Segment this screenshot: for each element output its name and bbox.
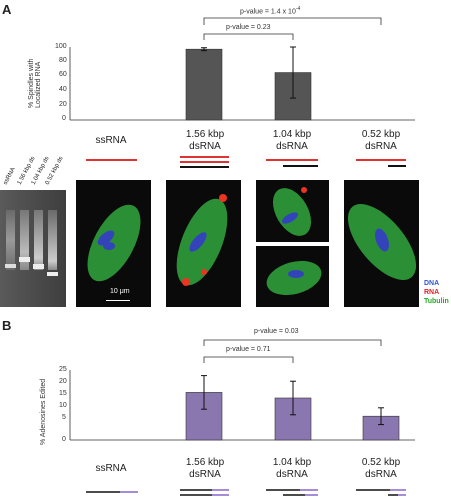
category-line2: dsRNA (365, 141, 397, 152)
panel-b-pvalue-inner: p-value = 0.71 (226, 346, 271, 353)
chromosome-dna (281, 212, 299, 224)
panel-b-ytick: 10 (59, 402, 67, 409)
panel-a-ytick: 100 (55, 43, 67, 50)
gel-band (19, 257, 30, 262)
panel-b-pvalue-outer: p-value = 0.03 (254, 328, 299, 335)
gel-band (5, 264, 16, 268)
panel-b-category-052: 0.52 kbp dsRNA (355, 457, 407, 481)
gel-band (33, 264, 44, 269)
gel-lane (6, 210, 15, 270)
category-line1: 0.52 kbp (361, 129, 401, 140)
spindle-tubulin (266, 260, 322, 296)
category-line1: 1.04 kbp (272, 457, 312, 468)
legend-rna: RNA (424, 289, 440, 296)
panel-a-ytick: 0 (62, 115, 66, 122)
panel-b-ytick: 5 (62, 414, 66, 421)
panel-a-pvalue-outer: p-value = 1.4 x 10-4 (240, 6, 300, 15)
panel-a-category-052: 0.52 kbp dsRNA (355, 129, 407, 153)
panel-b-category-104: 1.04 kbp dsRNA (266, 457, 318, 481)
category-line1: 1.56 kbp (185, 129, 225, 140)
category-line1: 0.52 kbp (361, 457, 401, 468)
chromosome-dna (375, 228, 389, 252)
panel-a-bar (185, 48, 223, 121)
panel-a-category-ssrna: ssRNA (85, 135, 137, 147)
micrograph-ssrna: 10 μm (76, 180, 151, 307)
chromosome-dna (288, 270, 304, 278)
spindle-tubulin (87, 204, 141, 282)
panel-b-ytick: 0 (62, 436, 66, 443)
panel-a-pvalue-outer-exp: -4 (295, 6, 301, 12)
gel-band (47, 272, 58, 276)
category-line2: dsRNA (276, 141, 308, 152)
category-line2: dsRNA (276, 469, 308, 480)
micrograph-156 (166, 180, 241, 307)
category-line2: dsRNA (189, 469, 221, 480)
gel-lane (20, 210, 29, 270)
panel-a-pvalue-inner: p-value = 0.23 (226, 24, 271, 31)
rna-foci (219, 194, 227, 202)
category-line1: ssRNA (95, 463, 127, 474)
gel-lane (48, 210, 57, 270)
panel-a-ytick: 60 (59, 71, 67, 78)
rna-foci (182, 278, 190, 286)
panel-a-bracket-inner (203, 33, 294, 40)
micrograph-104-top (256, 180, 329, 242)
category-line1: ssRNA (95, 135, 127, 146)
spindle-tubulin (273, 188, 311, 236)
category-line2: dsRNA (365, 469, 397, 480)
scale-bar-label: 10 μm (110, 288, 130, 295)
chromosome-dna (103, 242, 115, 250)
legend-tubulin: Tubulin (424, 298, 449, 305)
rna-foci (201, 269, 207, 275)
gel-image (0, 190, 66, 307)
panel-b-letter: B (2, 318, 12, 333)
chromosome-dna (97, 230, 115, 246)
panel-a-ytick: 40 (59, 86, 67, 93)
panel-b-bracket-inner (203, 356, 294, 363)
scale-bar (106, 300, 130, 301)
chromosome-dna (189, 232, 207, 252)
category-line1: 1.56 kbp (185, 457, 225, 468)
panel-b-ytick: 25 (59, 366, 67, 373)
category-line2: dsRNA (189, 141, 221, 152)
panel-a-bracket-outer (203, 17, 382, 25)
gel-lane (34, 210, 43, 270)
panel-a-letter: A (2, 2, 12, 17)
category-line1: 1.04 kbp (272, 129, 312, 140)
micrograph-104-bottom (256, 246, 329, 307)
panel-a-category-104: 1.04 kbp dsRNA (266, 129, 318, 153)
rna-foci (301, 187, 307, 193)
panel-b-ytick: 15 (59, 390, 67, 397)
panel-a-ytick: 20 (59, 101, 67, 108)
legend-dna: DNA (424, 280, 440, 287)
panel-b-category-156: 1.56 kbp dsRNA (180, 457, 230, 481)
panel-b-bracket-outer (203, 339, 382, 346)
panel-b-category-ssrna: ssRNA (85, 463, 137, 475)
micrograph-052 (344, 180, 419, 307)
panel-a-pvalue-outer-text: p-value = 1.4 x 10 (240, 8, 296, 16)
panel-a-category-156: 1.56 kbp dsRNA (180, 129, 230, 153)
panel-b-ytick: 20 (59, 378, 67, 385)
panel-a-ytick: 80 (59, 57, 67, 64)
